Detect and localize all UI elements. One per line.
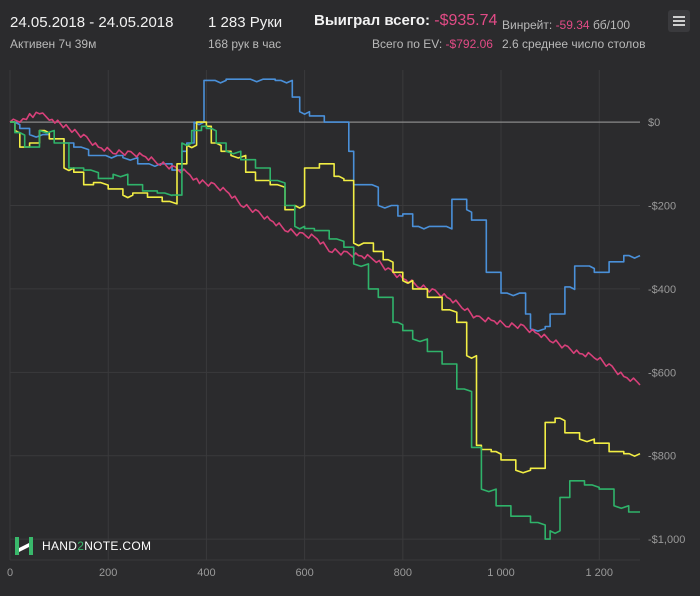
total-won-value: $935.74	[439, 12, 498, 29]
y-tick-label: -$600	[648, 367, 676, 379]
y-tick-label: -$400	[648, 284, 676, 296]
hand2note-logo-icon	[15, 537, 33, 555]
total-ev-sign: -	[445, 37, 450, 51]
profit-chart: 0 200 400 600 800 1 000 1 200 $0 -$200 -$400 -$600…	[7, 70, 685, 579]
x-tick-label: 0	[7, 567, 13, 579]
active-time: Активен 7ч 39м	[10, 37, 97, 51]
menu-icon[interactable]	[668, 10, 690, 32]
winrate-unit: бб/100	[592, 18, 631, 32]
total-won-label: Выиграл всего:	[314, 12, 431, 29]
y-tick-label: -$1,000	[648, 534, 685, 546]
winrate-value: -59.34	[555, 18, 590, 32]
x-tick-label: 200	[99, 567, 117, 579]
x-tick-label: 1 000	[487, 567, 515, 579]
y-tick-label: -$800	[648, 451, 676, 463]
winrate: Винрейт: -59.34 бб/100	[502, 18, 630, 32]
hand2note-logo-text: HAND2NOTE.COM	[42, 539, 152, 553]
chart-series	[9, 78, 641, 540]
series-line-3	[10, 121, 641, 474]
y-tick-label: $0	[648, 117, 660, 129]
series-line-2	[9, 111, 641, 386]
chart-grid	[9, 70, 640, 561]
total-ev-label: Всего по EV:	[372, 37, 443, 51]
x-tick-label: 1 200	[585, 567, 613, 579]
total-ev-value: $792.06	[449, 37, 493, 51]
x-tick-label: 800	[394, 567, 412, 579]
x-tick-label: 400	[197, 567, 215, 579]
hands-count: 1 283 Руки	[208, 14, 283, 31]
date-range: 24.05.2018 - 24.05.2018	[10, 14, 174, 31]
avg-tables: 2.6 среднее число столов	[502, 37, 646, 51]
chart-axis-labels: 0 200 400 600 800 1 000 1 200 $0 -$200 -$400 -$600…	[7, 117, 685, 579]
hands-per-hour: 168 рук в час	[208, 37, 282, 51]
stats-header: 24.05.2018 - 24.05.2018 Активен 7ч 39м 1…	[0, 0, 700, 58]
series-line-4	[10, 121, 640, 540]
y-tick-label: -$200	[648, 201, 676, 213]
winrate-label: Винрейт:	[502, 18, 553, 32]
total-ev: Всего по EV: -$792.06	[372, 37, 493, 51]
total-won-sign: -	[434, 12, 440, 29]
total-won: Выиграл всего: -$935.74	[314, 12, 497, 30]
x-tick-label: 600	[295, 567, 313, 579]
